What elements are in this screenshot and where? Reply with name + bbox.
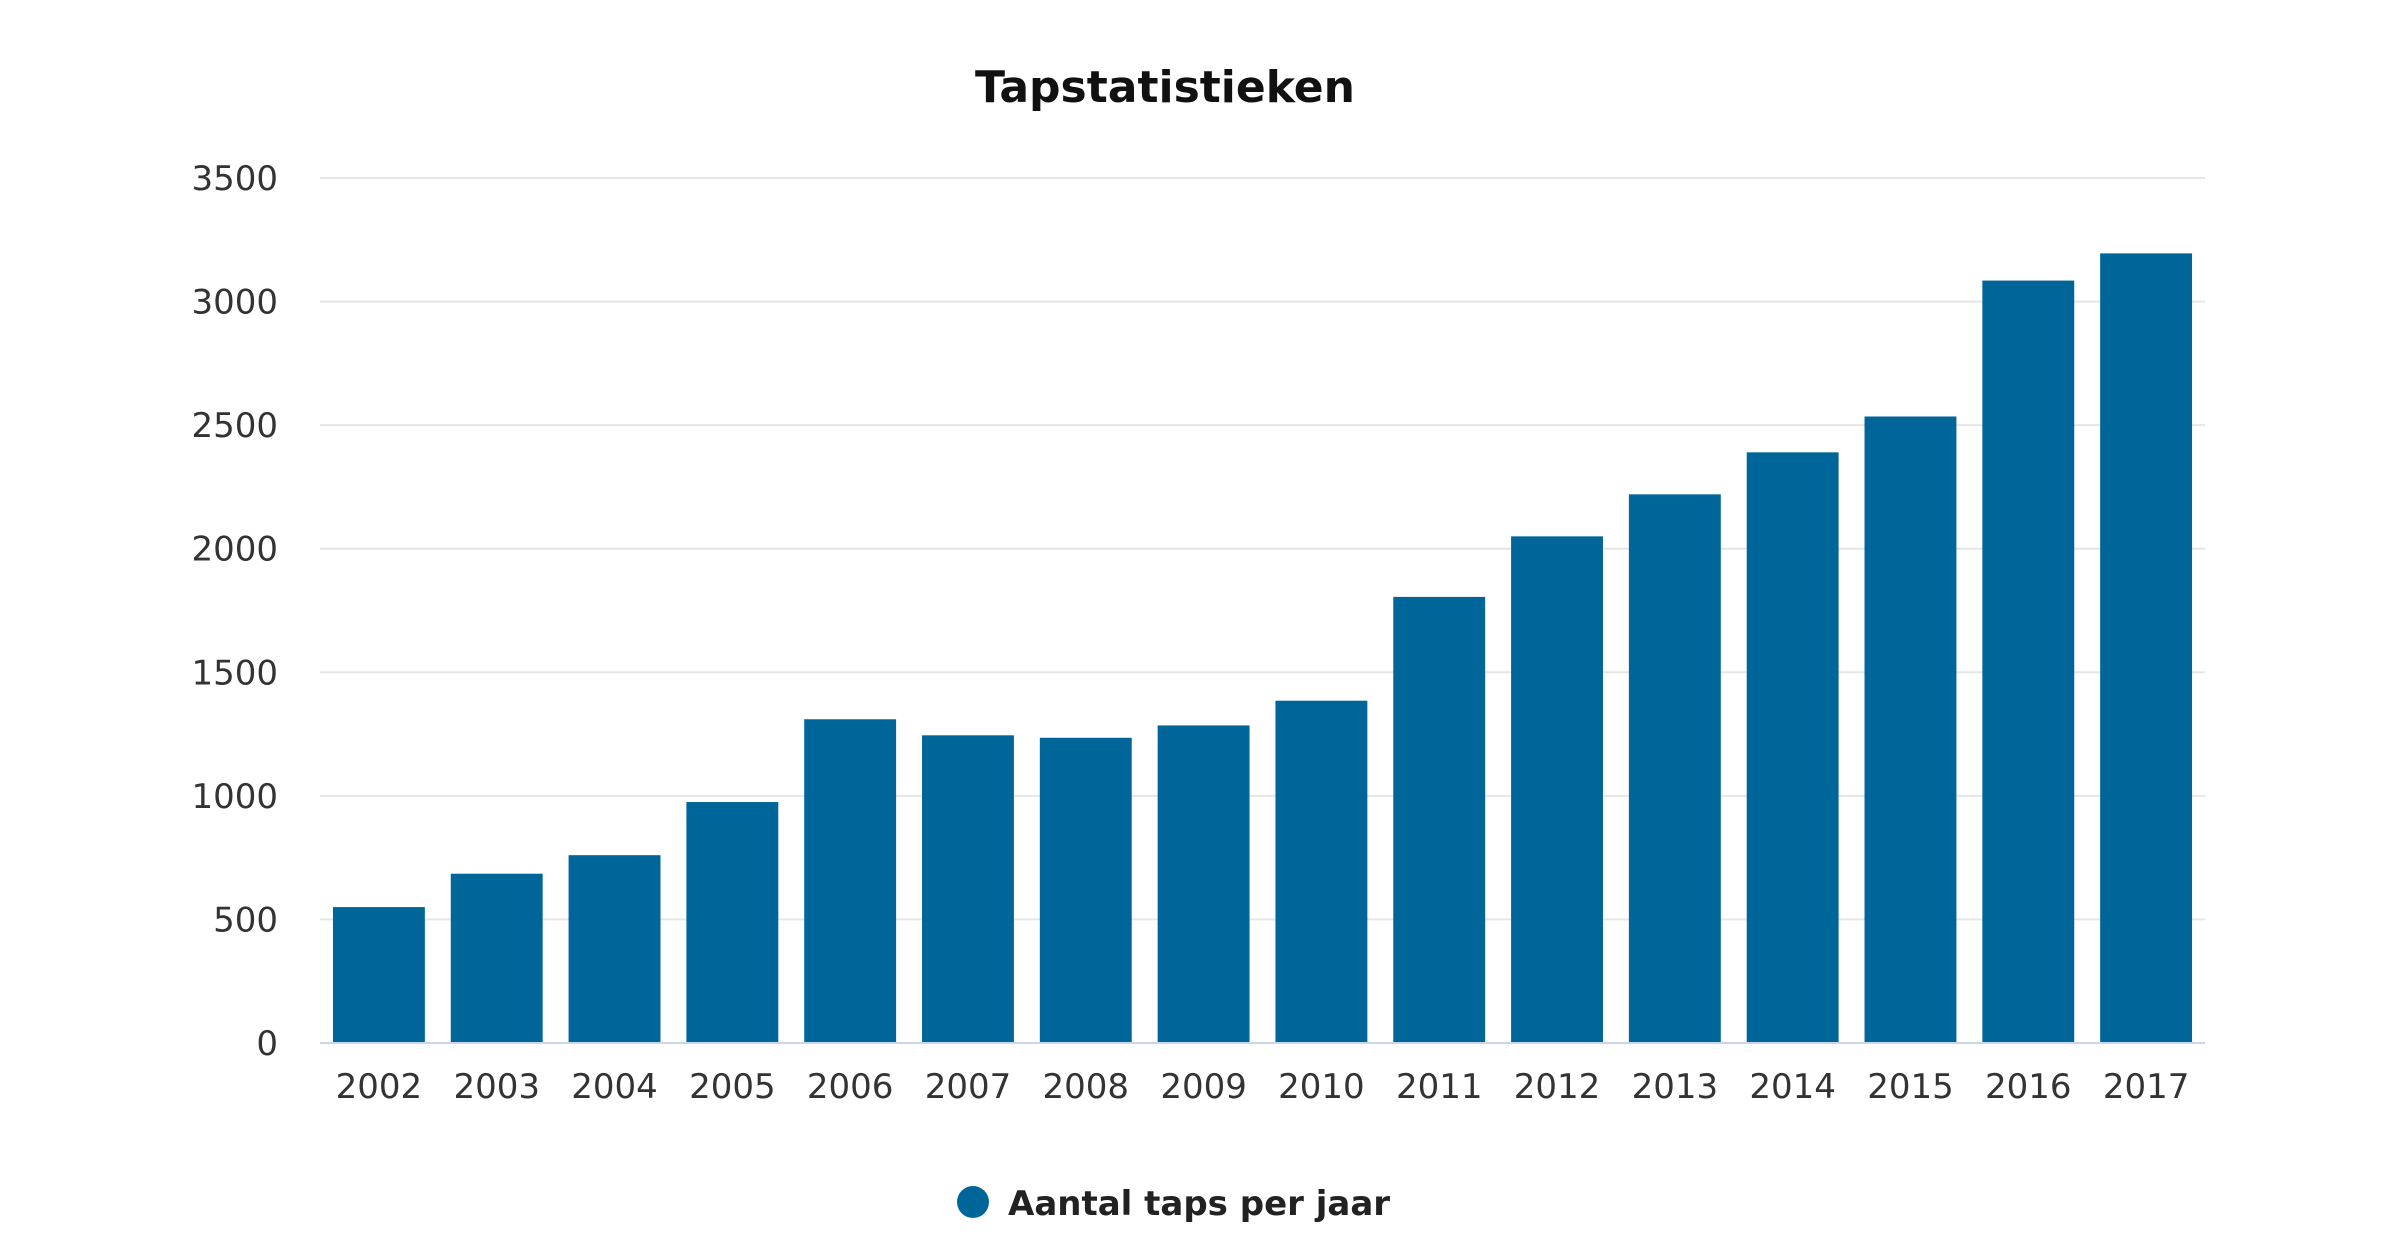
bar-2008[interactable] — [1039, 737, 1132, 1043]
bar-2006[interactable] — [804, 719, 897, 1043]
y-tick-label: 500 — [213, 900, 278, 940]
gridlines — [320, 177, 2205, 921]
x-axis-ticks: 2002 2003 2004 2005 2006 2007 2008 2009 2010 2011… — [336, 1067, 2190, 1107]
bar-2013[interactable] — [1628, 494, 1721, 1043]
bar-2005[interactable] — [686, 802, 779, 1043]
x-tick-label: 2017 — [2103, 1067, 2190, 1107]
bar-2011[interactable] — [1393, 596, 1486, 1043]
y-tick-label: 3000 — [191, 283, 278, 323]
x-tick-label: 2011 — [1396, 1067, 1483, 1107]
bar-2016[interactable] — [1982, 280, 2075, 1043]
x-tick-label: 2015 — [1867, 1067, 1954, 1107]
x-tick-label: 2010 — [1278, 1067, 1365, 1107]
y-tick-label: 0 — [256, 1024, 278, 1064]
y-axis-ticks: 0 500 1000 1500 2000 2500 3000 3500 — [191, 159, 278, 1064]
x-tick-label: 2009 — [1160, 1067, 1247, 1107]
bar-2009[interactable] — [1157, 725, 1250, 1043]
bar-2007[interactable] — [922, 735, 1014, 1043]
bar-2015[interactable] — [1864, 416, 1957, 1043]
x-tick-label: 2005 — [689, 1067, 776, 1107]
bar-2017[interactable] — [2100, 253, 2193, 1044]
bar-2003[interactable] — [450, 873, 543, 1043]
y-tick-label: 2500 — [191, 406, 278, 446]
y-tick-label: 1000 — [191, 777, 278, 817]
y-tick-label: 3500 — [191, 159, 278, 199]
bar-2014[interactable] — [1746, 452, 1839, 1043]
bar-2004[interactable] — [568, 855, 661, 1043]
y-tick-label: 2000 — [191, 530, 278, 570]
bar-2002[interactable] — [332, 907, 425, 1043]
x-tick-label: 2002 — [336, 1067, 423, 1107]
x-tick-label: 2014 — [1749, 1067, 1836, 1107]
legend-label: Aantal taps per jaar — [1008, 1184, 1390, 1224]
x-tick-label: 2003 — [453, 1067, 540, 1107]
bars — [332, 253, 2193, 1044]
x-tick-label: 2008 — [1043, 1067, 1130, 1107]
chart-title: Tapstatistieken — [975, 62, 1355, 113]
y-tick-label: 1500 — [191, 653, 278, 693]
x-tick-label: 2006 — [807, 1067, 894, 1107]
legend[interactable]: Aantal taps per jaar — [957, 1184, 1390, 1224]
x-tick-label: 2013 — [1632, 1067, 1719, 1107]
x-tick-label: 2007 — [925, 1067, 1012, 1107]
x-tick-label: 2012 — [1514, 1067, 1601, 1107]
x-tick-label: 2016 — [1985, 1067, 2072, 1107]
bar-2012[interactable] — [1511, 536, 1603, 1043]
x-tick-label: 2004 — [571, 1067, 658, 1107]
bar-2010[interactable] — [1275, 700, 1368, 1043]
legend-marker-icon — [957, 1186, 989, 1218]
